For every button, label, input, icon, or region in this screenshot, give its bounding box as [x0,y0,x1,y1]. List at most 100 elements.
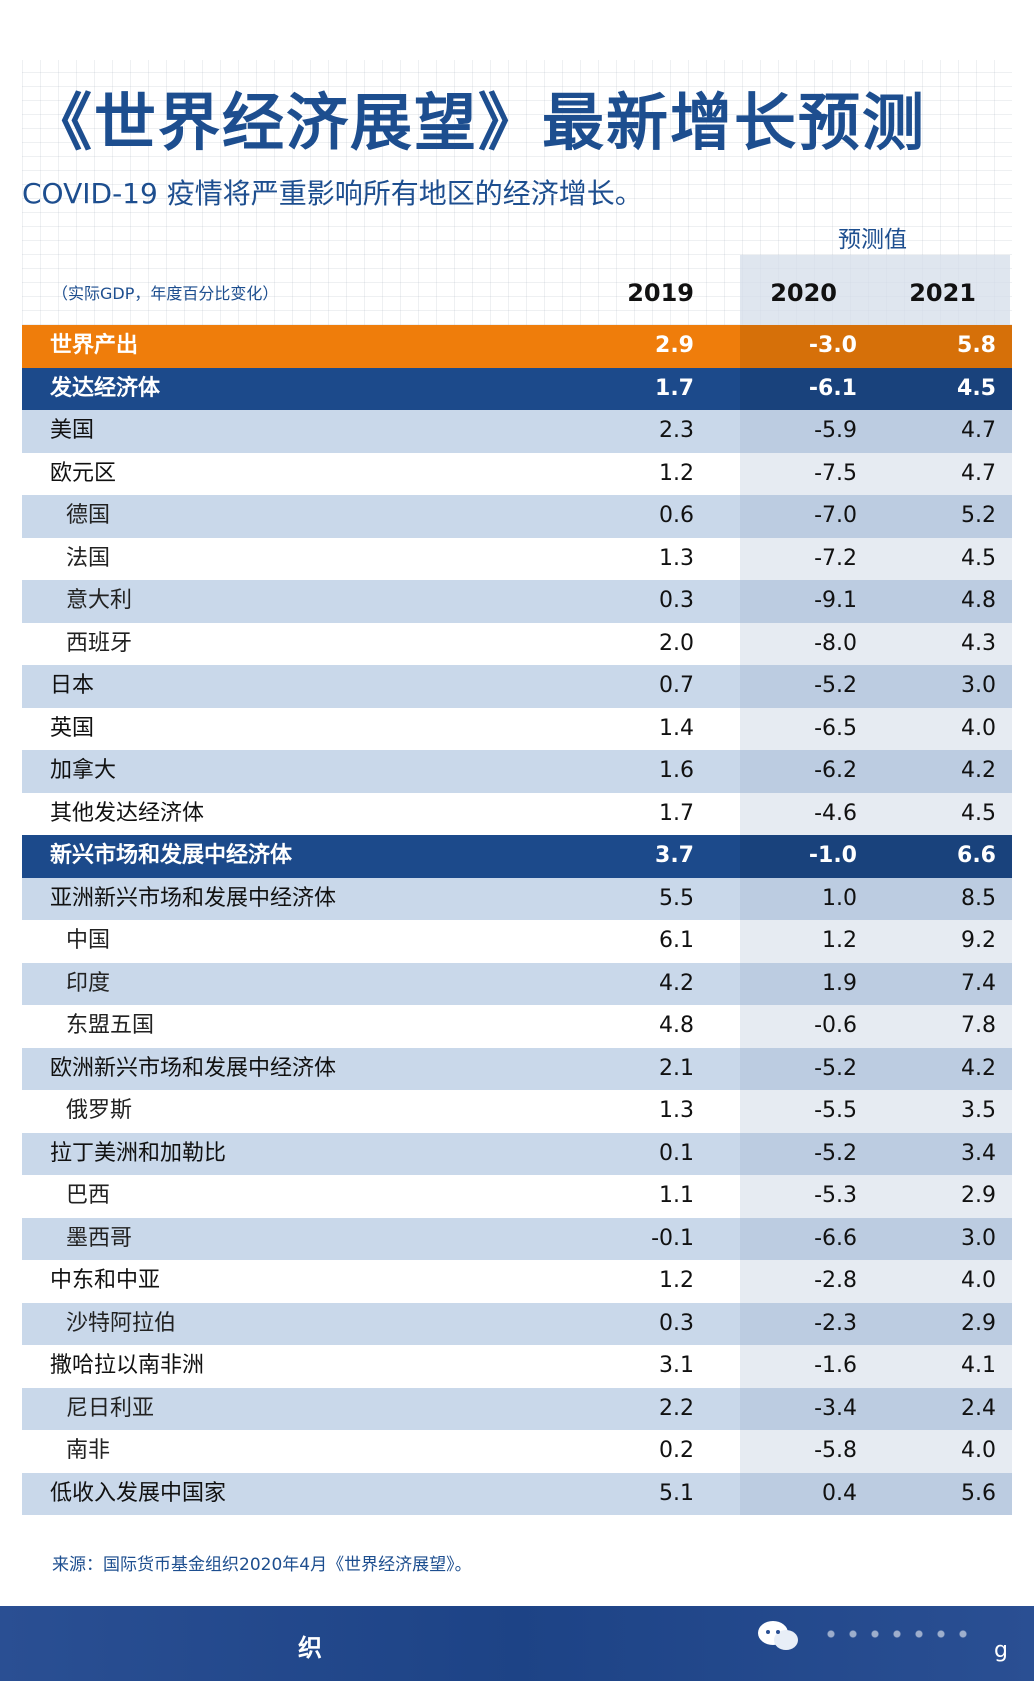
row-label: 亚洲新兴市场和发展中经济体 [50,885,337,911]
value-cell-2019: 2.1 [659,1055,694,1081]
table-row: 意大利 0.3 -9.1 4.8 [22,580,1012,623]
value-cell-2019: 6.1 [659,928,694,953]
table-row: 拉丁美洲和加勒比 0.1 -5.2 3.4 [22,1132,1012,1175]
value-cell-2021: 4.3 [961,630,996,656]
value-cell-2021: 5.2 [961,503,996,528]
value-cell-2020: -5.3 [814,1183,857,1208]
value-cell-2019: 0.6 [659,503,694,528]
column-header-2021: 2021 [909,279,976,307]
value-cell-2020: -6.6 [814,1225,857,1251]
forecast-header-band [740,255,1010,325]
row-label: 沙特阿拉伯 [66,1310,177,1336]
row-label: 法国 [66,545,111,571]
value-cell-2021: 5.6 [961,1480,996,1506]
row-label: 美国 [50,418,95,443]
wechat-bubble-icon [758,1621,798,1650]
table-row: 东盟五国 4.8 -0.6 7.8 [22,1005,1012,1048]
table-row: 日本 0.7 -5.2 3.0 [22,665,1012,708]
row-label: 俄罗斯 [66,1098,133,1123]
row-label: 德国 [66,503,111,528]
value-cell-2020: -3.0 [808,333,857,358]
row-label: 尼日利亚 [66,1395,155,1421]
table-row: 加拿大 1.6 -6.2 4.2 [22,750,1012,793]
value-cell-2019: 5.5 [659,885,694,911]
value-cell-2021: 7.4 [961,970,996,996]
value-cell-2020: -5.5 [814,1098,857,1123]
value-cell-2021: 9.2 [961,928,996,953]
row-label: 拉丁美洲和加勒比 [50,1140,227,1166]
value-cell-2021: 4.7 [961,418,996,443]
table-row: 美国 2.3 -5.9 4.7 [22,410,1012,453]
value-cell-2021: 8.5 [961,885,996,911]
value-cell-2019: 1.3 [659,545,694,571]
value-cell-2020: -6.2 [814,758,857,783]
value-cell-2021: 2.9 [961,1310,996,1336]
value-cell-2020: -2.8 [814,1268,857,1293]
value-cell-2019: 2.0 [659,630,694,656]
table-row: 沙特阿拉伯 0.3 -2.3 2.9 [22,1302,1012,1345]
row-label: 意大利 [66,588,133,613]
value-cell-2020: 1.0 [822,885,857,911]
row-label: 日本 [50,673,95,698]
row-label: 低收入发展中国家 [50,1480,227,1506]
source-note: 来源：国际货币基金组织2020年4月《世界经济展望》。 [52,1555,472,1575]
value-cell-2021: 2.9 [961,1183,996,1208]
value-cell-2019: 2.2 [659,1395,694,1421]
value-cell-2021: 4.8 [961,588,996,613]
value-cell-2020: -9.1 [814,588,857,613]
value-cell-2019: 1.7 [659,800,694,826]
table-row: 其他发达经济体 1.7 -4.6 4.5 [22,792,1012,835]
value-cell-2021: 4.5 [961,800,996,826]
value-cell-2021: 3.0 [961,1225,996,1251]
row-label: 西班牙 [66,630,133,656]
row-label: 印度 [66,970,111,996]
value-cell-2019: 2.3 [659,418,694,443]
table-row: 墨西哥 -0.1 -6.6 3.0 [22,1217,1012,1260]
value-cell-2020: -7.0 [814,503,857,528]
value-cell-2020: -3.4 [814,1395,857,1421]
value-cell-2020: -1.6 [814,1353,857,1378]
row-label: 发达经济体 [50,375,161,401]
value-cell-2020: -6.5 [814,715,857,741]
table-row: 尼日利亚 2.2 -3.4 2.4 [22,1387,1012,1430]
forecast-label: 预测值 [838,227,907,253]
value-cell-2019: 1.7 [655,375,694,401]
value-cell-2019: 0.3 [659,588,694,613]
value-cell-2019: 0.3 [659,1310,694,1336]
table-row: 欧元区 1.2 -7.5 4.7 [22,452,1012,495]
table-row: 法国 1.3 -7.2 4.5 [22,537,1012,580]
column-header-2020: 2020 [770,279,837,307]
value-cell-2020: -7.2 [814,545,857,571]
value-cell-2020: -5.2 [814,673,857,698]
table-row: 新兴市场和发展中经济体 3.7 -1.0 6.6 [22,835,1012,878]
value-cell-2021: 4.0 [961,1438,996,1463]
value-cell-2019: 0.1 [659,1140,694,1166]
row-label: 新兴市场和发展中经济体 [50,843,293,868]
table-row: 发达经济体 1.7 -6.1 4.5 [22,367,1012,410]
value-cell-2020: -5.2 [814,1055,857,1081]
units-label: （实际GDP，年度百分比变化） [52,284,279,303]
value-cell-2019: 3.1 [659,1353,694,1378]
value-cell-2019: 2.9 [655,333,694,358]
footer-decoration [820,1630,970,1638]
value-cell-2020: -8.0 [814,630,857,656]
growth-forecast-table: 世界产出 2.9 -3.0 5.8 发达经济体 1.7 -6.1 4.5 美国 2.3 -5.9 4.… [22,325,1012,1515]
table-row: 英国 1.4 -6.5 4.0 [22,707,1012,750]
table-row: 印度 4.2 1.9 7.4 [22,962,1012,1005]
value-cell-2021: 3.0 [961,673,996,698]
page-subtitle: COVID-19 疫情将严重影响所有地区的经济增长。 [22,177,643,210]
value-cell-2020: -5.9 [814,418,857,443]
row-label: 中国 [66,928,111,953]
table-row: 低收入发展中国家 5.1 0.4 5.6 [22,1472,1012,1515]
value-cell-2021: 2.4 [961,1395,996,1421]
value-cell-2020: -5.8 [814,1438,857,1463]
row-label: 撒哈拉以南非洲 [50,1353,205,1378]
value-cell-2019: -0.1 [651,1225,694,1251]
row-label: 加拿大 [50,758,117,783]
value-cell-2019: 1.1 [659,1183,694,1208]
value-cell-2020: -6.1 [808,375,857,401]
value-cell-2019: 0.2 [659,1438,694,1463]
value-cell-2021: 4.7 [961,460,996,486]
value-cell-2021: 3.5 [961,1098,996,1123]
row-label: 中东和中亚 [50,1268,161,1293]
